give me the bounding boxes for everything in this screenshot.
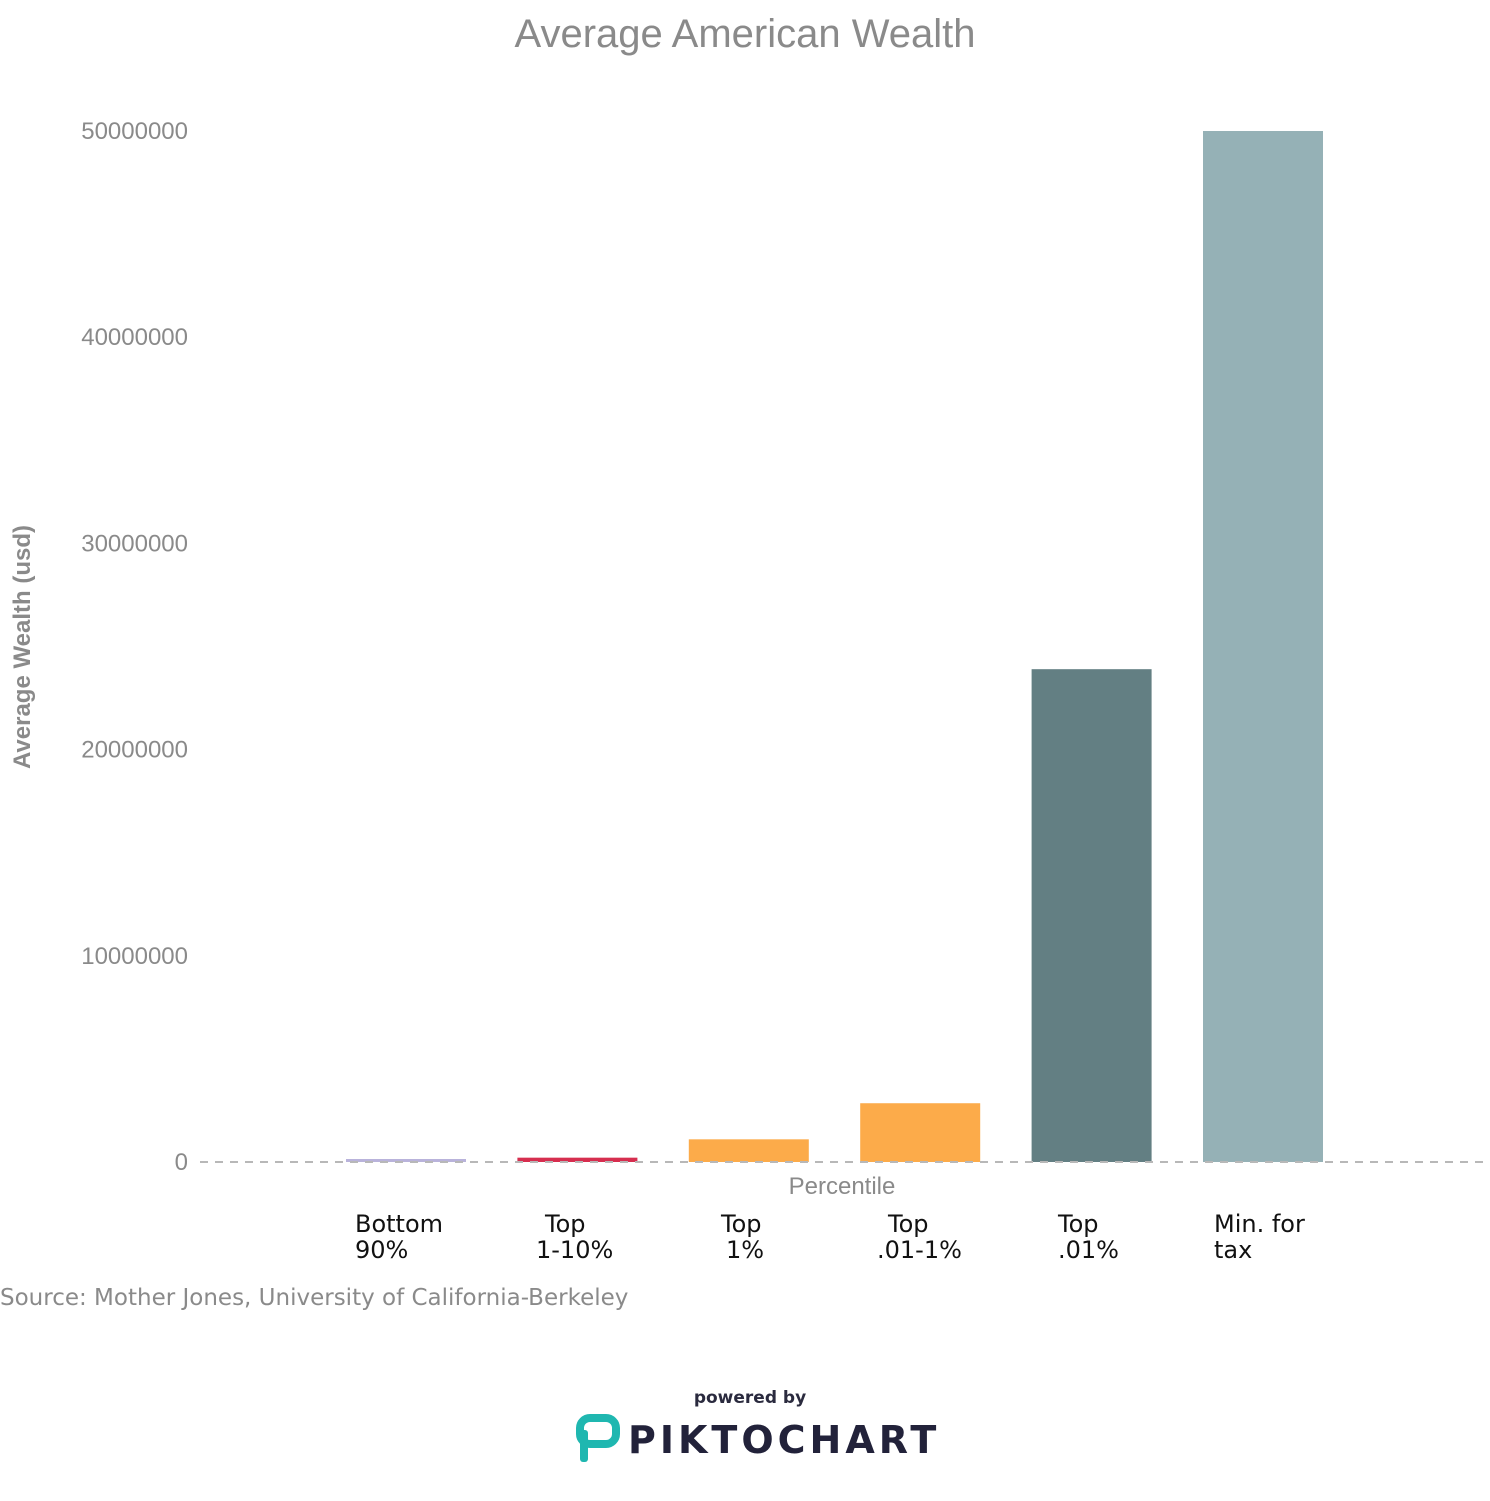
x-tick-label: 1-10% [536, 1236, 613, 1264]
source-note: Source: Mother Jones, University of Cali… [0, 1285, 628, 1311]
category-labels: Bottom90%Top1-10%Top1%Top.01-1%Top.01%Mi… [355, 1210, 1305, 1264]
chart-title: Average American Wealth [515, 12, 976, 56]
x-tick-label: .01% [1058, 1236, 1119, 1264]
x-tick-label: Bottom [355, 1210, 443, 1238]
y-tick-label: 0 [175, 1149, 188, 1176]
bar [346, 1159, 466, 1162]
x-tick-label: Top [887, 1210, 929, 1238]
y-axis-ticks: 0 10000000 20000000 30000000 40000000 5000000… [81, 118, 188, 1176]
x-tick-label: 90% [355, 1236, 408, 1264]
x-tick-label: Top [720, 1210, 762, 1238]
bar [860, 1103, 981, 1162]
x-axis-title: Percentile [789, 1173, 896, 1200]
y-tick-label: 40000000 [81, 324, 188, 351]
bar [688, 1139, 809, 1162]
x-tick-label: tax [1214, 1236, 1252, 1264]
x-tick-label: 1% [726, 1236, 764, 1264]
bars [346, 131, 1323, 1162]
x-tick-label: Top [544, 1210, 586, 1238]
bar [1031, 669, 1152, 1162]
piktochart-logo-icon [576, 1414, 620, 1462]
x-tick-label: .01-1% [877, 1236, 962, 1264]
y-tick-label: 50000000 [81, 118, 188, 145]
powered-by-text: powered by [694, 1388, 806, 1408]
y-tick-label: 20000000 [81, 737, 188, 764]
x-tick-label: Min. for [1214, 1210, 1305, 1238]
y-tick-label: 10000000 [81, 943, 188, 970]
piktochart-brand: PIKTOCHART [628, 1418, 940, 1462]
y-tick-label: 30000000 [81, 530, 188, 557]
bar [517, 1157, 638, 1162]
x-tick-label: Top [1057, 1210, 1099, 1238]
y-axis-title: Average Wealth (usd) [9, 525, 36, 769]
bar [1203, 131, 1323, 1162]
